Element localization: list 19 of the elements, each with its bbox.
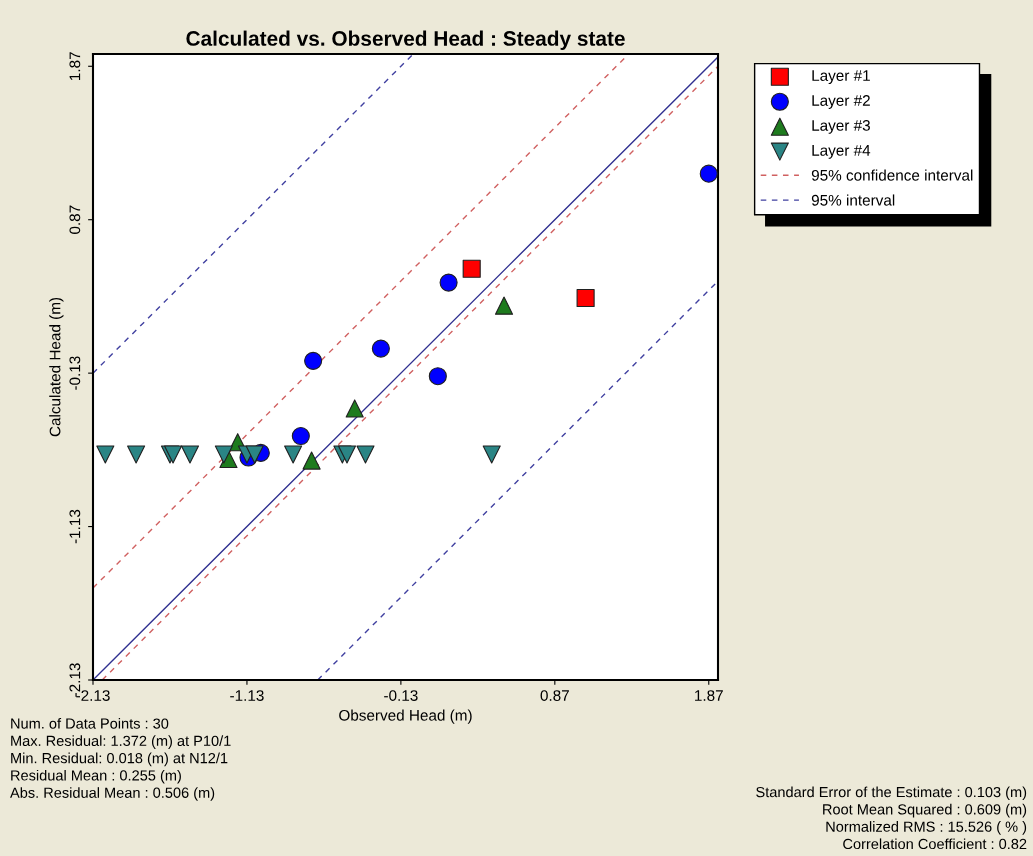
legend-label: Layer #4 <box>812 145 871 159</box>
legend-label: Layer #2 <box>812 95 870 109</box>
y-tick-label: 0.87 <box>69 205 81 234</box>
x-tick-label: -0.13 <box>384 690 418 701</box>
legend-label: Layer #1 <box>812 70 870 84</box>
y-tick-label: 1.87 <box>69 52 81 80</box>
y-axis-title: Calculated Head (m) <box>49 297 64 437</box>
x-tick-label: 0.87 <box>540 690 569 701</box>
y-tick-label: -0.13 <box>69 356 81 390</box>
x-tick-label: -1.13 <box>230 690 264 701</box>
legend-label: 95% confidence interval <box>811 169 973 181</box>
x-tick-label: 1.87 <box>695 690 723 701</box>
y-tick-label: -1.13 <box>69 509 81 544</box>
chart-title: Calculated vs. Observed Head : Steady state <box>186 30 625 50</box>
text: Standard Error of the Estimate : 0.103 (m) Root Mean Squared : 0.609 (m) Normalized RMS : 15.526 ( % ) Correlation Coefficient : 0.82 <box>756 786 1027 850</box>
x-axis-title: Observed Head (m) <box>339 709 472 724</box>
legend-label: Layer #3 <box>812 120 870 134</box>
legend-label: 95% interval <box>811 194 895 206</box>
text: Num. of Data Points : 30 Max. Residual: 1.372 (m) at P10/1 Min. Residual: 0.018 (m) at N12/1 Residual Mean : 0.255 (m) Abs. Residual Mean : 0.506 (m) <box>10 718 231 801</box>
